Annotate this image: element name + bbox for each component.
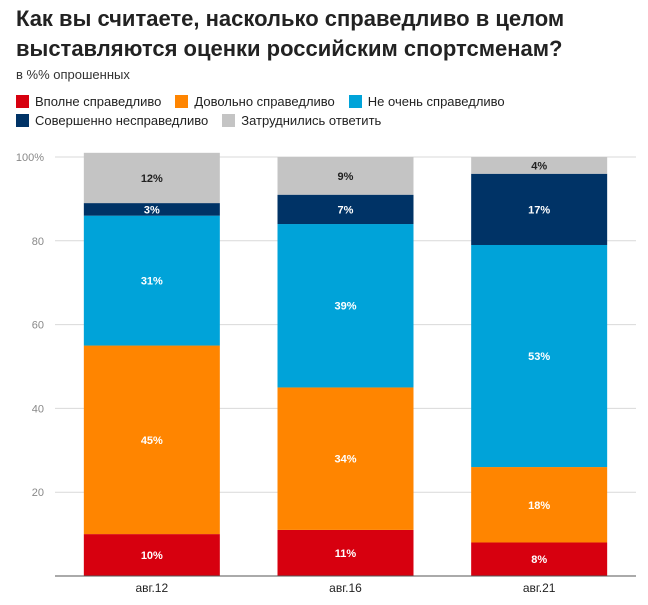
chart-title: Как вы считаете, насколько справедливо в… (16, 6, 565, 61)
x-tick-label: авг.16 (329, 581, 362, 595)
legend-item: Довольно справедливо (175, 94, 335, 109)
bar-segment (471, 244, 608, 468)
legend-label: Затруднились ответить (241, 113, 382, 128)
data-label: 45% (141, 435, 163, 447)
x-tick-label: авг.21 (523, 581, 556, 595)
y-tick-label: 20 (32, 487, 44, 499)
y-tick-label: 80 (32, 236, 44, 248)
legend-swatch (222, 114, 236, 127)
data-label: 12% (141, 173, 163, 185)
data-label: 9% (338, 171, 354, 183)
legend: Вполне справедливо Довольно справедливо Не… (16, 92, 636, 130)
data-label: 10% (141, 550, 163, 562)
legend-row: Совершенно несправедливо Затруднились отв… (16, 111, 636, 130)
legend-item: Затруднились ответить (222, 113, 381, 128)
bar-segment (277, 529, 414, 576)
y-tick-label: 40 (32, 403, 44, 415)
data-label: 3% (144, 204, 160, 216)
bar-segment (471, 542, 608, 576)
bar-segment (83, 203, 220, 216)
bar-segment (471, 467, 608, 543)
legend-label: Довольно справедливо (194, 94, 335, 109)
data-label: 17% (528, 204, 550, 216)
bar-segment (277, 157, 414, 195)
bar-segment (471, 173, 608, 245)
y-tick-label: 60 (32, 320, 44, 332)
bar-segment (277, 194, 414, 225)
legend-swatch (16, 95, 29, 108)
bar-segment (277, 224, 414, 388)
data-label: 7% (338, 204, 354, 216)
data-label: 8% (531, 554, 547, 566)
bar-segment (83, 152, 220, 204)
legend-label: Совершенно несправедливо (35, 113, 209, 128)
bar-segment (277, 387, 414, 530)
data-label: 39% (334, 301, 356, 313)
legend-row: Вполне справедливо Довольно справедливо Не… (16, 92, 636, 111)
data-label: 31% (141, 276, 163, 288)
bar-segment (83, 345, 220, 535)
data-label: 34% (334, 454, 356, 466)
y-tick-label: 100% (16, 152, 44, 164)
bar-segment (83, 215, 220, 346)
legend-swatch (348, 95, 362, 108)
bar-segment (83, 534, 220, 576)
data-label: 18% (528, 500, 550, 512)
legend-item: Не очень справедливо (348, 94, 505, 109)
x-tick-label: авг.12 (136, 581, 169, 595)
legend-label: Не очень справедливо (367, 94, 505, 109)
data-label: 53% (528, 351, 550, 363)
legend-swatch (16, 114, 29, 127)
data-label: 11% (335, 548, 357, 560)
data-label: 4% (531, 160, 547, 172)
legend-item: Вполне справедливо (16, 94, 161, 109)
chart-subtitle: в %% опрошенных (16, 67, 130, 82)
legend-swatch (175, 95, 189, 108)
bar-segment (471, 157, 608, 174)
legend-label: Вполне справедливо (35, 94, 162, 109)
legend-item: Совершенно несправедливо (16, 113, 208, 128)
